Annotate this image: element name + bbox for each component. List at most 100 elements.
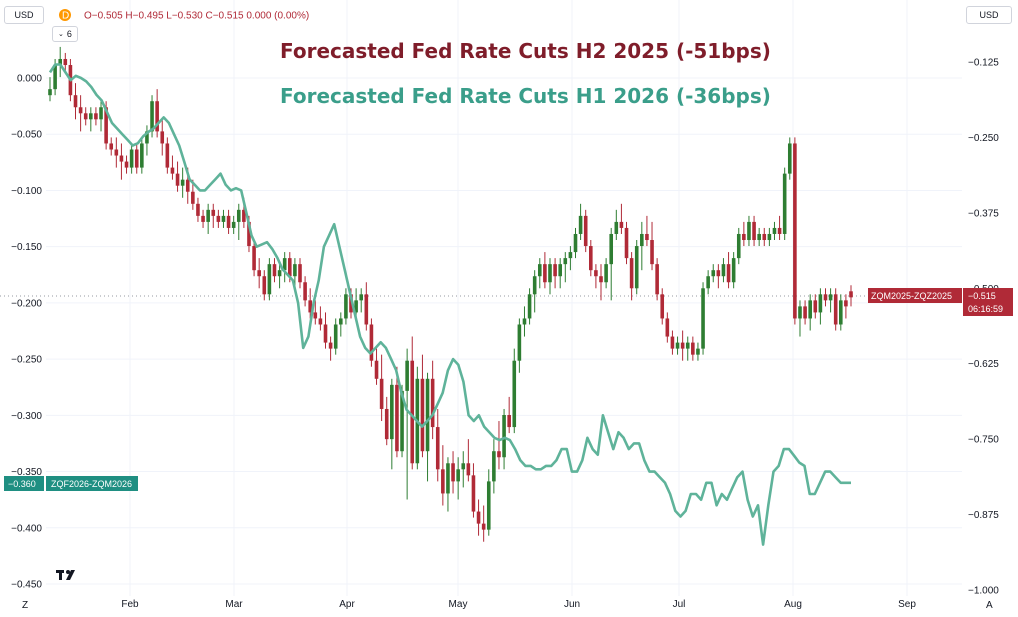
candle[interactable] (384, 396, 389, 446)
candle[interactable] (441, 445, 445, 506)
candle[interactable] (726, 252, 731, 289)
candle[interactable] (803, 300, 807, 325)
candle[interactable] (481, 505, 486, 542)
candle[interactable] (374, 348, 379, 385)
candle[interactable] (466, 439, 471, 482)
candle[interactable] (196, 197, 200, 222)
candle[interactable] (828, 288, 833, 313)
candle[interactable] (272, 258, 277, 283)
candle[interactable] (369, 318, 374, 367)
candle[interactable] (140, 137, 144, 174)
candle[interactable] (537, 258, 542, 289)
candle[interactable] (323, 312, 328, 349)
candle[interactable] (298, 258, 302, 289)
corner-left-label[interactable]: Z (22, 600, 28, 611)
candle[interactable] (206, 203, 210, 234)
candle[interactable] (83, 107, 88, 126)
candle[interactable] (624, 221, 629, 265)
candle[interactable] (99, 101, 103, 132)
candle[interactable] (211, 203, 216, 228)
candle[interactable] (777, 215, 782, 241)
candle[interactable] (226, 209, 231, 234)
candle[interactable] (236, 203, 241, 241)
candle[interactable] (73, 83, 78, 120)
candle[interactable] (201, 209, 205, 228)
candle[interactable] (109, 137, 114, 156)
candle[interactable] (589, 240, 593, 277)
candle[interactable] (711, 264, 716, 283)
candle[interactable] (844, 294, 848, 319)
candle[interactable] (532, 270, 537, 313)
candle[interactable] (614, 209, 619, 241)
candle[interactable] (619, 203, 624, 234)
candle[interactable] (267, 258, 272, 301)
candle[interactable] (645, 215, 649, 247)
candle[interactable] (701, 282, 705, 355)
candle[interactable] (563, 252, 568, 283)
candle[interactable] (660, 288, 665, 325)
candle[interactable] (527, 288, 532, 325)
corner-right-label[interactable]: A (986, 600, 993, 611)
candle[interactable] (838, 294, 843, 331)
candle[interactable] (415, 366, 420, 470)
candle[interactable] (476, 499, 481, 536)
candle[interactable] (170, 155, 175, 180)
candle[interactable] (604, 258, 608, 289)
candle[interactable] (609, 227, 614, 301)
candle[interactable] (175, 161, 180, 192)
candle[interactable] (435, 408, 440, 482)
candle[interactable] (231, 215, 236, 234)
candle[interactable] (568, 246, 573, 271)
candle[interactable] (486, 469, 491, 536)
candle[interactable] (390, 378, 394, 470)
candle[interactable] (420, 354, 425, 458)
candle[interactable] (665, 312, 670, 343)
candle[interactable] (650, 221, 654, 271)
candle[interactable] (328, 336, 333, 361)
right-price-axis[interactable]: −0.125−0.250−0.375−0.500−0.625−0.750−0.8… (968, 58, 999, 597)
tradingview-logo[interactable] (56, 570, 75, 580)
candle[interactable] (129, 143, 134, 174)
candle[interactable] (736, 227, 741, 265)
candle[interactable] (94, 107, 98, 126)
candle[interactable] (359, 288, 364, 313)
candle[interactable] (629, 252, 634, 301)
candle[interactable] (757, 227, 761, 247)
left-price-axis[interactable]: 0.000 −0.050 −0.100 −0.150 −0.200 −0.250 −0.30… (11, 74, 42, 591)
candle[interactable] (395, 366, 399, 458)
candle[interactable] (787, 137, 792, 180)
candle[interactable] (793, 137, 797, 325)
candle[interactable] (543, 252, 547, 289)
candle[interactable] (798, 300, 802, 337)
candle[interactable] (78, 95, 83, 132)
candle[interactable] (339, 312, 343, 337)
candle[interactable] (553, 258, 557, 289)
candle[interactable] (823, 288, 828, 307)
candle[interactable] (63, 52, 68, 72)
candle[interactable] (456, 457, 460, 500)
d-badge-icon[interactable] (59, 9, 71, 21)
candle[interactable] (640, 221, 644, 271)
candle[interactable] (716, 264, 721, 289)
candle[interactable] (497, 421, 501, 470)
candlestick-series[interactable] (48, 46, 853, 542)
candle[interactable] (599, 264, 603, 301)
candle[interactable] (721, 258, 726, 283)
candle[interactable] (818, 288, 823, 325)
candle[interactable] (124, 155, 129, 174)
candle[interactable] (512, 348, 517, 434)
candle[interactable] (583, 209, 588, 253)
candle[interactable] (451, 451, 455, 494)
candle[interactable] (160, 119, 165, 156)
candle[interactable] (742, 221, 746, 247)
candle[interactable] (573, 227, 578, 259)
candle[interactable] (670, 330, 675, 355)
candle[interactable] (680, 330, 685, 361)
candle[interactable] (430, 360, 435, 440)
candle[interactable] (379, 354, 384, 422)
candle[interactable] (282, 252, 287, 283)
candle[interactable] (522, 306, 527, 337)
candle[interactable] (558, 258, 562, 289)
candle[interactable] (114, 137, 119, 168)
candle[interactable] (849, 285, 853, 307)
